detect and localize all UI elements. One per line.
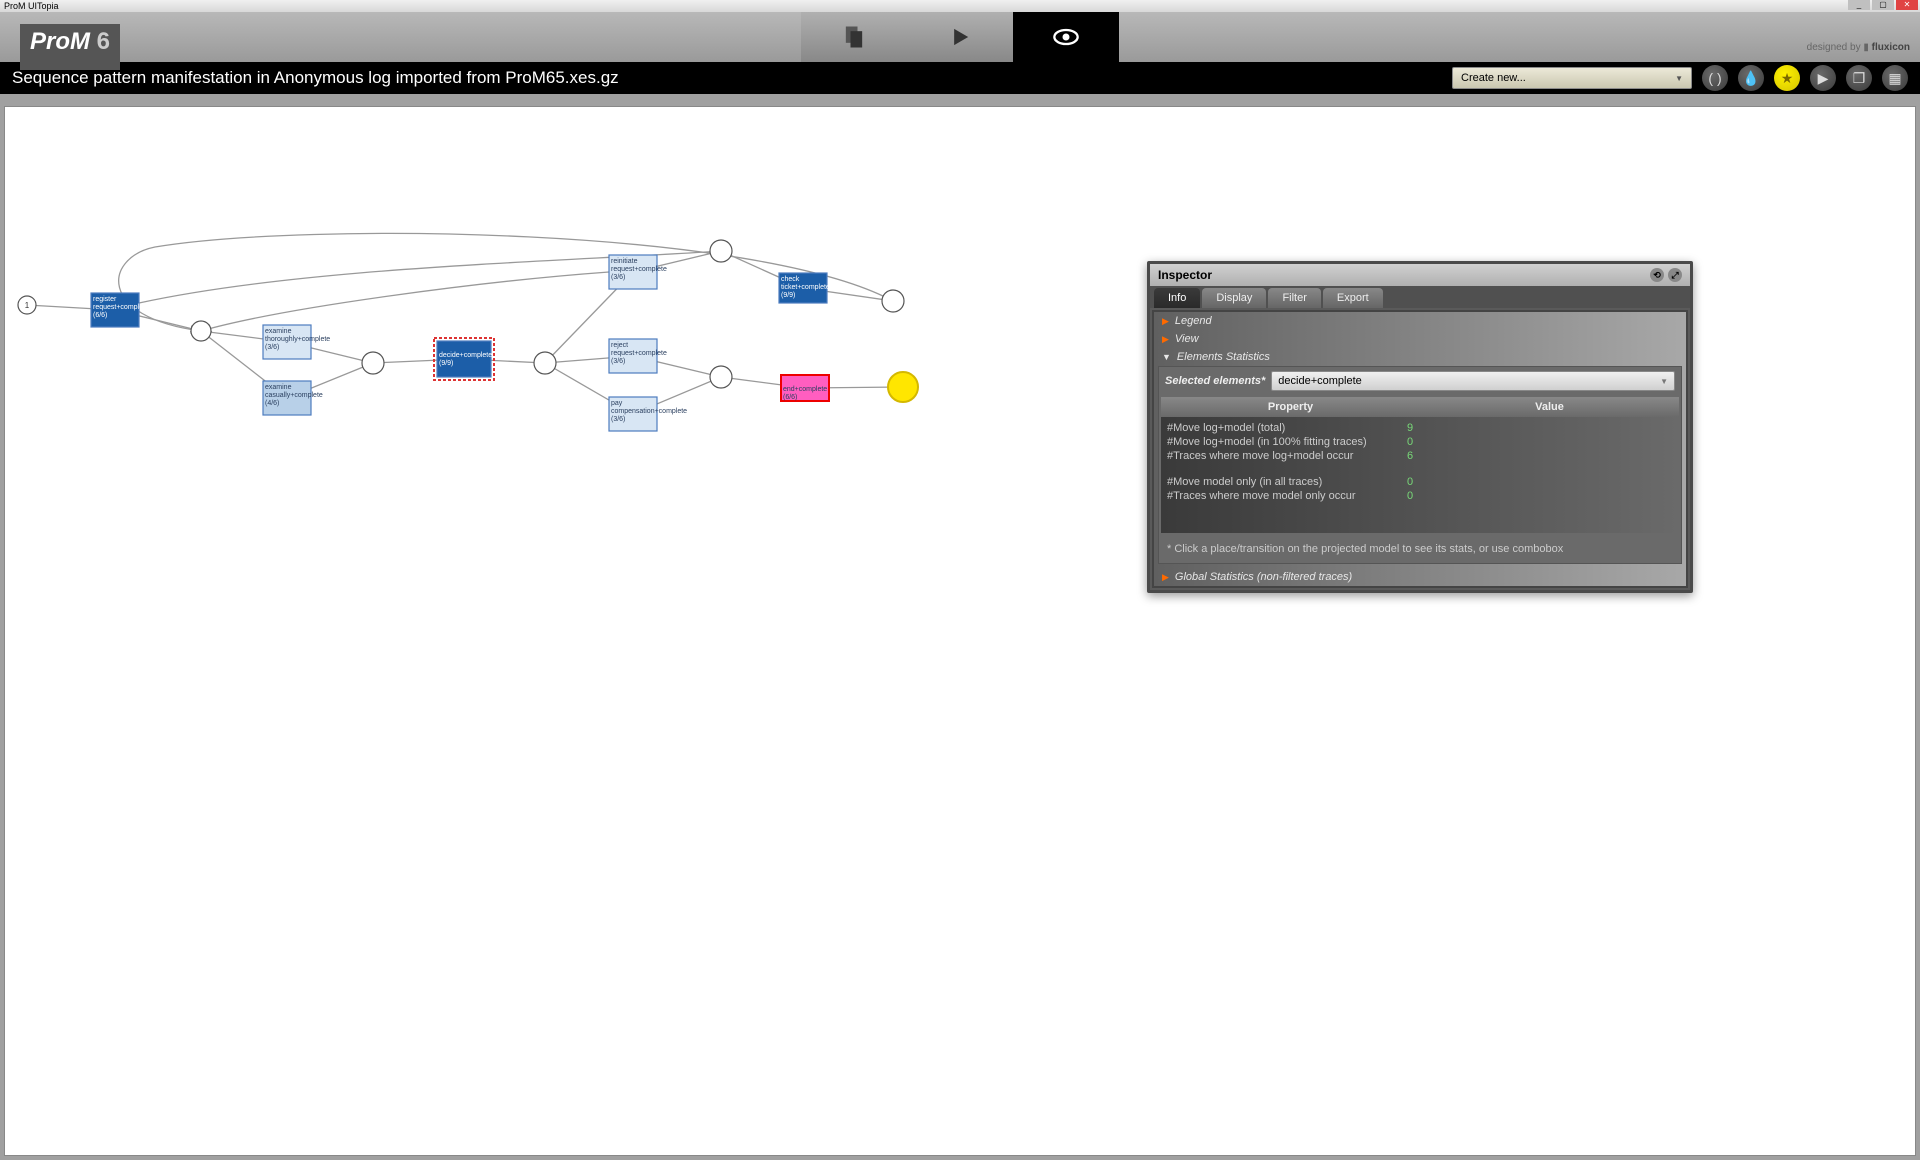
app-logo: ProM 6 bbox=[20, 24, 120, 70]
selected-elements-combo[interactable]: decide+complete▼ bbox=[1271, 371, 1675, 391]
svg-text:1: 1 bbox=[25, 301, 30, 310]
stats-box: Selected elements* decide+complete▼ Prop… bbox=[1158, 366, 1682, 564]
transition[interactable] bbox=[609, 339, 657, 373]
inspector-tab-filter[interactable]: Filter bbox=[1268, 288, 1320, 308]
breadcrumb: Sequence pattern manifestation in Anonym… bbox=[12, 68, 1442, 88]
top-toolbar: ProM 6 designed by ▮ fluxicon bbox=[0, 12, 1920, 62]
tab-views[interactable] bbox=[1013, 12, 1119, 62]
create-new-dropdown[interactable]: Create new...▼ bbox=[1452, 67, 1692, 89]
transition[interactable] bbox=[263, 325, 311, 359]
tab-workspace[interactable] bbox=[801, 12, 907, 62]
selected-elements-label: Selected elements* bbox=[1165, 375, 1265, 387]
edge bbox=[119, 233, 893, 331]
stats-header: Property Value bbox=[1161, 397, 1679, 417]
canvas-area[interactable]: 1registerrequest+complete(6/6)examinetho… bbox=[4, 106, 1916, 1156]
place[interactable] bbox=[710, 240, 732, 262]
stat-row: #Move log+model (total)9 bbox=[1167, 421, 1673, 435]
inspector-pin-icon[interactable]: ⟲ bbox=[1650, 268, 1664, 282]
inspector-title-text: Inspector bbox=[1158, 268, 1212, 282]
inspector-tab-info[interactable]: Info bbox=[1154, 288, 1200, 308]
inspector-panel[interactable]: Inspector ⟲ ⤢ InfoDisplayFilterExport ▶L… bbox=[1147, 261, 1693, 593]
tab-actions[interactable] bbox=[907, 12, 1013, 62]
stat-row: #Traces where move model only occur0 bbox=[1167, 489, 1673, 503]
parentheses-icon[interactable]: ( ) bbox=[1702, 65, 1728, 91]
transition[interactable] bbox=[91, 293, 139, 327]
minimize-button[interactable]: _ bbox=[1848, 0, 1870, 10]
star-icon[interactable]: ★ bbox=[1774, 65, 1800, 91]
window-title: ProM UITopia bbox=[4, 1, 59, 11]
transition[interactable] bbox=[263, 381, 311, 415]
place[interactable] bbox=[362, 352, 384, 374]
play-icon bbox=[946, 23, 974, 51]
place[interactable] bbox=[191, 321, 211, 341]
transition[interactable] bbox=[779, 273, 827, 303]
stat-row: #Traces where move log+model occur6 bbox=[1167, 449, 1673, 463]
play-small-icon[interactable]: ▶ bbox=[1810, 65, 1836, 91]
inspector-tab-display[interactable]: Display bbox=[1202, 288, 1266, 308]
inspector-collapse-icon[interactable]: ⤢ bbox=[1668, 268, 1682, 282]
transition[interactable] bbox=[609, 397, 657, 431]
inspector-tabs: InfoDisplayFilterExport bbox=[1150, 286, 1690, 308]
eye-icon bbox=[1052, 23, 1080, 51]
place[interactable] bbox=[710, 366, 732, 388]
inspector-titlebar[interactable]: Inspector ⟲ ⤢ bbox=[1150, 264, 1690, 286]
grid-icon[interactable]: ▦ bbox=[1882, 65, 1908, 91]
stats-hint: * Click a place/transition on the projec… bbox=[1159, 535, 1681, 563]
designed-by-label: designed by ▮ fluxicon bbox=[1807, 42, 1910, 53]
section-legend[interactable]: ▶Legend bbox=[1154, 312, 1686, 330]
edge bbox=[201, 272, 609, 331]
place[interactable] bbox=[882, 290, 904, 312]
stat-row: #Move model only (in all traces)0 bbox=[1167, 475, 1673, 489]
transition[interactable] bbox=[609, 255, 657, 289]
stat-row: #Move log+model (in 100% fitting traces)… bbox=[1167, 435, 1673, 449]
transition[interactable] bbox=[781, 375, 829, 401]
transition[interactable] bbox=[437, 341, 491, 377]
inspector-tab-export[interactable]: Export bbox=[1323, 288, 1383, 308]
window-titlebar: ProM UITopia _ ▢ ✕ bbox=[0, 0, 1920, 12]
place[interactable] bbox=[888, 372, 918, 402]
section-elements-statistics[interactable]: ▼Elements Statistics bbox=[1154, 348, 1686, 366]
drop-icon[interactable]: 💧 bbox=[1738, 65, 1764, 91]
close-button[interactable]: ✕ bbox=[1896, 0, 1918, 10]
section-view[interactable]: ▶View bbox=[1154, 330, 1686, 348]
sub-toolbar: Sequence pattern manifestation in Anonym… bbox=[0, 62, 1920, 94]
maximize-button[interactable]: ▢ bbox=[1872, 0, 1894, 10]
workspace-icon bbox=[840, 23, 868, 51]
place[interactable] bbox=[534, 352, 556, 374]
section-global-statistics[interactable]: ▶Global Statistics (non-filtered traces) bbox=[1154, 568, 1686, 586]
copy-icon[interactable]: ❐ bbox=[1846, 65, 1872, 91]
